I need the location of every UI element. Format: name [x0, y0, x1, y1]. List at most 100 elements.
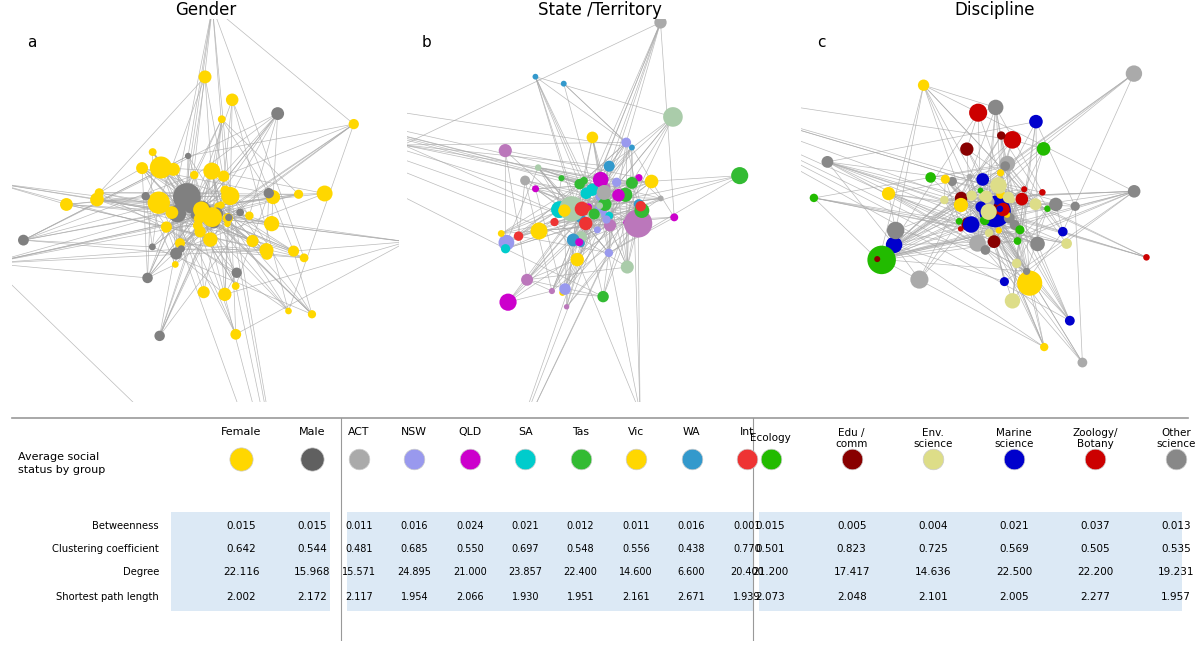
- Point: [143, 147, 162, 157]
- Point: [584, 209, 604, 219]
- Point: [554, 78, 574, 89]
- Point: [1026, 199, 1045, 210]
- Point: [397, 237, 416, 247]
- Point: [960, 171, 979, 182]
- Point: [1086, 454, 1105, 465]
- Point: [557, 302, 576, 312]
- Point: [230, 207, 250, 217]
- Point: [594, 291, 613, 302]
- Point: [136, 191, 155, 201]
- Point: [257, 245, 276, 256]
- Point: [998, 192, 1018, 203]
- Title: Discipline: Discipline: [954, 1, 1034, 19]
- Text: 2.172: 2.172: [296, 592, 326, 602]
- Point: [202, 166, 221, 176]
- Text: 0.505: 0.505: [1080, 543, 1110, 554]
- Point: [226, 281, 245, 291]
- Point: [617, 217, 636, 228]
- Point: [193, 203, 212, 213]
- Text: 23.857: 23.857: [509, 567, 542, 576]
- Point: [914, 80, 934, 91]
- Point: [595, 197, 614, 207]
- Point: [517, 274, 536, 285]
- Point: [497, 237, 516, 248]
- Point: [991, 168, 1010, 178]
- Point: [498, 297, 517, 307]
- Point: [552, 173, 571, 183]
- FancyBboxPatch shape: [347, 512, 752, 611]
- Point: [583, 132, 602, 142]
- Point: [958, 144, 977, 154]
- Point: [600, 210, 619, 221]
- Point: [214, 171, 233, 181]
- Point: [178, 192, 197, 202]
- Point: [570, 179, 589, 190]
- Point: [922, 172, 941, 182]
- Title: State /Territory: State /Territory: [538, 1, 662, 19]
- Text: ACT: ACT: [348, 426, 370, 437]
- Point: [1038, 204, 1057, 214]
- Point: [886, 225, 905, 236]
- Text: 0.016: 0.016: [401, 521, 428, 531]
- Text: 0.550: 0.550: [456, 543, 484, 554]
- Point: [222, 94, 241, 105]
- Text: Zoology/
Botany: Zoology/ Botany: [1073, 428, 1118, 449]
- Text: 2.671: 2.671: [678, 592, 706, 602]
- Point: [563, 210, 582, 220]
- Point: [985, 204, 1004, 215]
- Point: [1057, 238, 1076, 248]
- Point: [132, 163, 151, 173]
- Point: [570, 237, 589, 247]
- Text: 0.015: 0.015: [227, 521, 256, 531]
- Point: [528, 162, 547, 173]
- Point: [589, 199, 608, 210]
- Text: 0.535: 0.535: [1162, 543, 1192, 554]
- Text: 22.400: 22.400: [564, 567, 598, 576]
- Point: [404, 454, 424, 465]
- Text: 2.066: 2.066: [456, 592, 484, 602]
- Point: [268, 109, 287, 119]
- Point: [979, 197, 998, 207]
- Point: [167, 248, 186, 259]
- Point: [991, 189, 1010, 199]
- Point: [1034, 342, 1054, 352]
- Text: 6.600: 6.600: [678, 567, 706, 576]
- Text: Betweenness: Betweenness: [92, 521, 158, 531]
- Point: [818, 157, 838, 167]
- Point: [596, 214, 616, 225]
- Text: 0.697: 0.697: [511, 543, 539, 554]
- Point: [563, 204, 582, 214]
- Text: 0.438: 0.438: [678, 543, 706, 554]
- Text: 21.000: 21.000: [452, 567, 487, 576]
- Point: [961, 219, 980, 230]
- Point: [88, 194, 107, 204]
- Point: [976, 245, 995, 255]
- Text: 0.015: 0.015: [298, 521, 326, 531]
- Point: [884, 239, 904, 250]
- Point: [302, 454, 322, 465]
- Point: [1000, 213, 1019, 223]
- Text: 1.954: 1.954: [401, 592, 428, 602]
- Point: [208, 208, 227, 218]
- Text: Env.
science: Env. science: [913, 428, 953, 449]
- Point: [623, 178, 642, 188]
- Point: [1034, 144, 1054, 154]
- FancyBboxPatch shape: [758, 512, 1182, 611]
- Point: [492, 228, 511, 239]
- Text: 22.500: 22.500: [996, 567, 1032, 576]
- Point: [626, 454, 646, 465]
- Point: [571, 454, 590, 465]
- Point: [156, 223, 175, 234]
- Text: 1.939: 1.939: [733, 592, 761, 602]
- Text: 0.012: 0.012: [566, 521, 594, 531]
- Point: [221, 191, 240, 201]
- Point: [990, 204, 1009, 214]
- Text: 2.101: 2.101: [918, 592, 948, 602]
- Text: NSW: NSW: [401, 426, 427, 437]
- Point: [188, 206, 208, 216]
- Point: [209, 201, 228, 212]
- Point: [1124, 186, 1144, 197]
- Text: 0.770: 0.770: [733, 543, 761, 554]
- Point: [168, 208, 187, 219]
- Point: [185, 170, 204, 180]
